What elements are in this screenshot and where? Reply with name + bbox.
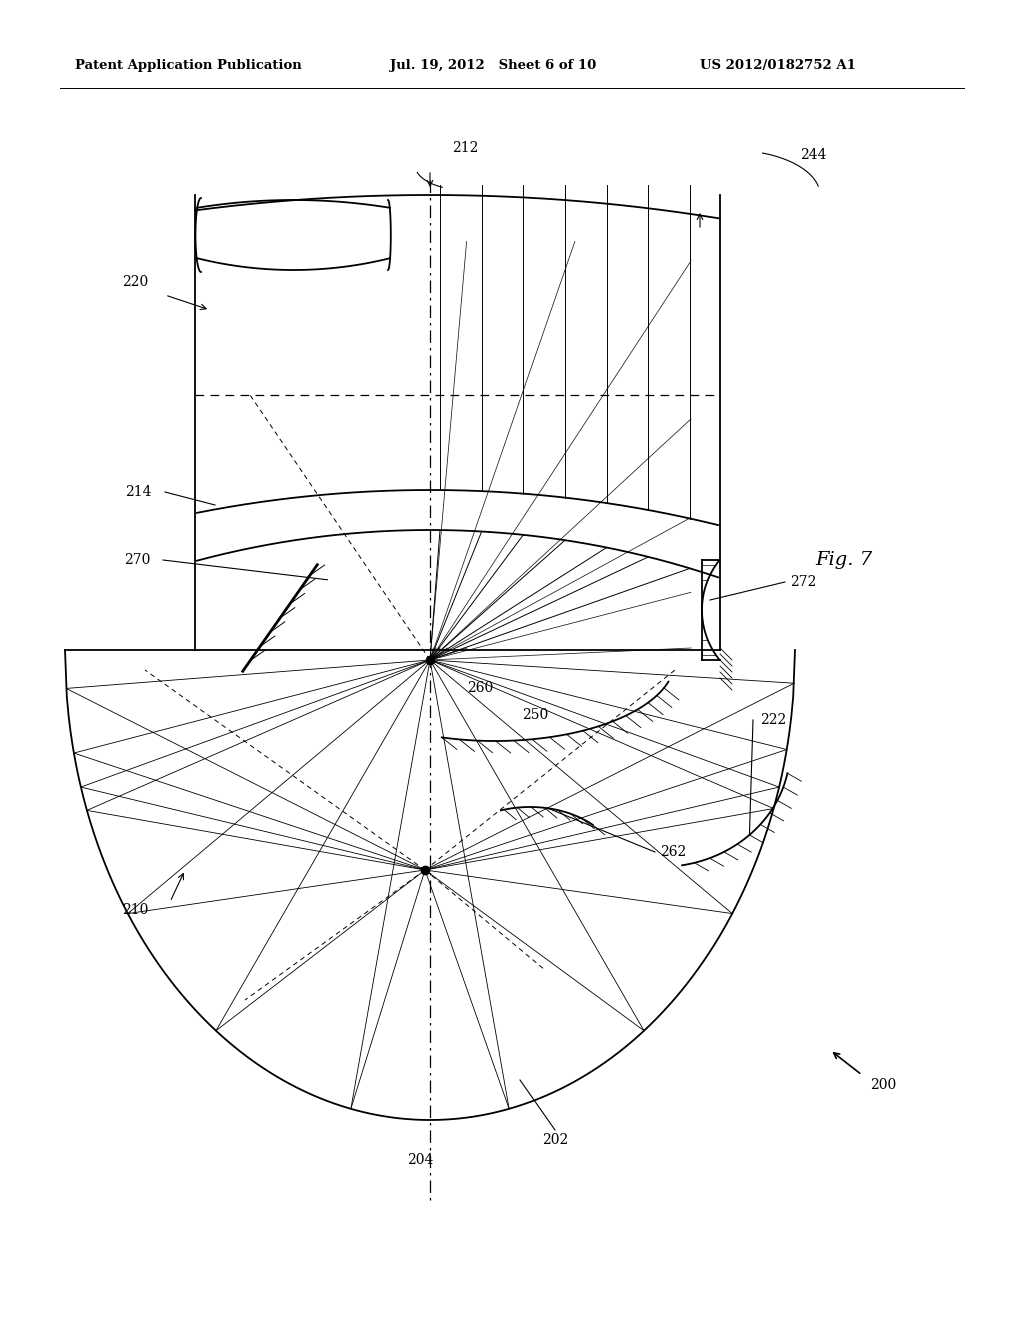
Text: 270: 270 bbox=[124, 553, 150, 568]
Text: 200: 200 bbox=[870, 1078, 896, 1092]
Text: 204: 204 bbox=[407, 1152, 433, 1167]
Text: 214: 214 bbox=[126, 484, 152, 499]
Text: 244: 244 bbox=[800, 148, 826, 162]
Text: 210: 210 bbox=[122, 903, 148, 917]
Text: Patent Application Publication: Patent Application Publication bbox=[75, 58, 302, 71]
Text: 202: 202 bbox=[542, 1133, 568, 1147]
Text: 212: 212 bbox=[452, 141, 478, 154]
Text: Fig. 7: Fig. 7 bbox=[815, 550, 872, 569]
Text: 220: 220 bbox=[122, 275, 148, 289]
Text: 260: 260 bbox=[467, 681, 494, 696]
Text: 250: 250 bbox=[522, 708, 548, 722]
Text: 262: 262 bbox=[660, 845, 686, 859]
Text: 272: 272 bbox=[790, 576, 816, 589]
Text: US 2012/0182752 A1: US 2012/0182752 A1 bbox=[700, 58, 856, 71]
Text: Jul. 19, 2012   Sheet 6 of 10: Jul. 19, 2012 Sheet 6 of 10 bbox=[390, 58, 596, 71]
Text: 222: 222 bbox=[760, 713, 786, 727]
